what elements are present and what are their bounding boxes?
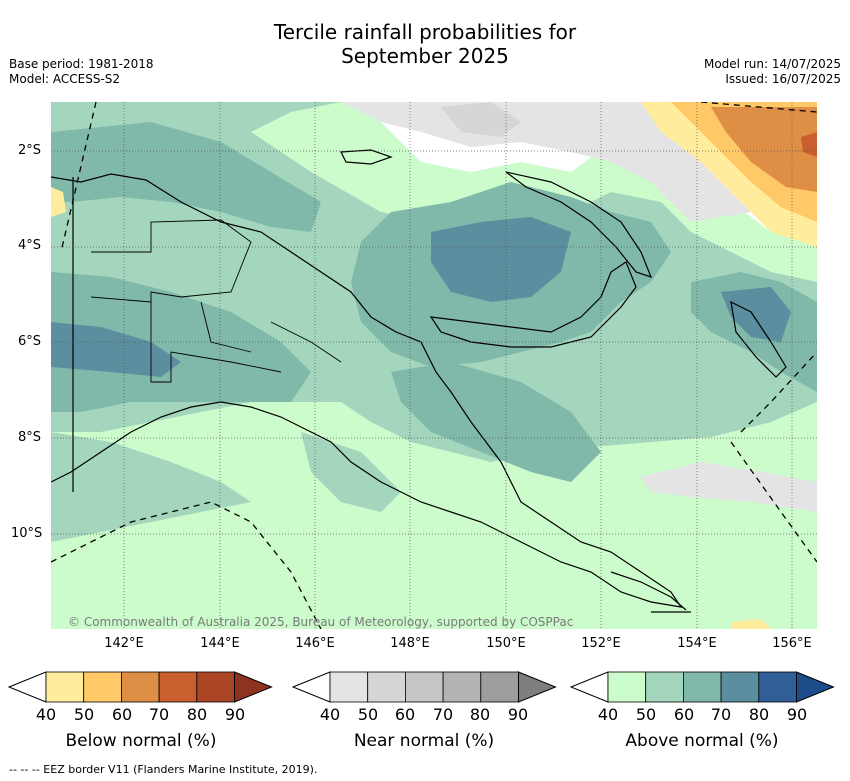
eez-southwest xyxy=(51,501,322,629)
legend-near-tick-70: 70 xyxy=(432,705,454,724)
colorbar-low-extension xyxy=(570,671,609,703)
legend-below-normal-colorbar xyxy=(8,671,273,703)
legend-below-tick-60: 60 xyxy=(111,705,133,724)
lat-label-4s: 4°S xyxy=(18,238,42,253)
lon-label-144e: 144°E xyxy=(200,636,240,651)
lat-label-6s: 6°S xyxy=(18,334,42,349)
legend-below-tick-80: 80 xyxy=(186,705,208,724)
lon-label-156e: 156°E xyxy=(772,636,812,651)
lon-label-154e: 154°E xyxy=(677,636,717,651)
legend-below-tick-90: 90 xyxy=(224,705,246,724)
colorbar-segment xyxy=(442,671,482,703)
colorbar-segment xyxy=(196,671,235,703)
bougainville-coastline xyxy=(730,300,787,378)
legend-near-tick-90: 90 xyxy=(507,705,529,724)
lon-label-146e: 146°E xyxy=(295,636,335,651)
below-normal-60-region xyxy=(711,107,817,192)
legend-near-tick-60: 60 xyxy=(394,705,416,724)
colorbar-segment xyxy=(83,671,122,703)
meta-left: Base period: 1981-2018 Model: ACCESS-S2 xyxy=(9,57,154,87)
eez-west-north xyxy=(60,102,97,253)
base-period: Base period: 1981-2018 xyxy=(9,57,154,71)
lon-label-142e: 142°E xyxy=(104,636,144,651)
legend-near-tick-80: 80 xyxy=(469,705,491,724)
legend-below-normal-title: Below normal (%) xyxy=(65,731,217,751)
legend-below-tick-40: 40 xyxy=(35,705,57,724)
new-britain-coastline xyxy=(429,261,637,348)
near-normal-north-dark xyxy=(441,102,521,137)
lat-label-2s: 2°S xyxy=(18,143,42,158)
title-line-2: September 2025 xyxy=(341,44,509,68)
legend-above-tick-40: 40 xyxy=(597,705,619,724)
model-name: Model: ACCESS-S2 xyxy=(9,72,121,86)
near-normal-southeast-region xyxy=(641,462,817,512)
colorbar-high-extension xyxy=(796,671,835,703)
colorbar-segment xyxy=(329,671,369,703)
colorbar-segment xyxy=(45,671,85,703)
title-line-1: Tercile rainfall probabilities for xyxy=(273,20,577,44)
colorbar-segment xyxy=(367,671,406,703)
colorbar-low-extension xyxy=(292,671,331,703)
new-ireland-coastline xyxy=(505,171,653,278)
legend-near-normal-colorbar xyxy=(292,671,557,703)
legend-above-tick-70: 70 xyxy=(710,705,732,724)
colorbar-high-extension xyxy=(234,671,273,703)
colorbar-segment xyxy=(683,671,722,703)
near-normal-north-region xyxy=(341,102,751,222)
province-borders xyxy=(90,219,342,383)
lon-label-148e: 148°E xyxy=(390,636,430,651)
legend-near-tick-50: 50 xyxy=(357,705,379,724)
above-normal-70-east xyxy=(721,287,791,342)
legend-above-tick-80: 80 xyxy=(748,705,770,724)
colorbar-segment xyxy=(607,671,647,703)
legend-above-tick-90: 90 xyxy=(786,705,808,724)
above-normal-50-southcentral xyxy=(301,432,401,512)
legend-below-tick-50: 50 xyxy=(73,705,95,724)
above-normal-70-west xyxy=(51,322,181,377)
below-normal-40-west-spot xyxy=(51,187,66,217)
legend-below-tick-70: 70 xyxy=(148,705,170,724)
legend-near-tick-40: 40 xyxy=(319,705,341,724)
rainfall-probability-map: © Commonwealth of Australia 2025, Bureau… xyxy=(51,102,817,629)
eez-northeast xyxy=(700,102,817,113)
coastlines xyxy=(51,149,787,613)
colorbar-segment xyxy=(405,671,444,703)
below-normal-40-south-spot xyxy=(731,619,771,629)
colorbar-segment xyxy=(645,671,684,703)
above-normal-70-central xyxy=(431,217,571,302)
lon-label-150e: 150°E xyxy=(486,636,526,651)
colorbar-segment xyxy=(158,671,198,703)
legend-above-tick-50: 50 xyxy=(635,705,657,724)
colorbar-segment xyxy=(121,671,160,703)
copyright-notice: © Commonwealth of Australia 2025, Bureau… xyxy=(68,615,573,629)
gridlines xyxy=(51,102,817,629)
colorbar-segment xyxy=(720,671,760,703)
colorbar-segment xyxy=(758,671,797,703)
meta-right: Model run: 14/07/2025 Issued: 16/07/2025 xyxy=(704,57,841,87)
map-title: Tercile rainfall probabilities for Septe… xyxy=(0,20,850,68)
legend-above-normal-title: Above normal (%) xyxy=(625,731,779,751)
legend-near-normal-title: Near normal (%) xyxy=(353,731,495,751)
lon-label-152e: 152°E xyxy=(581,636,621,651)
above-normal-50-southwest xyxy=(51,432,251,542)
colorbar-high-extension xyxy=(518,671,557,703)
issue-date: Issued: 16/07/2025 xyxy=(725,72,841,86)
eez-footnote: -- -- -- EEZ border V11 (Flanders Marine… xyxy=(9,763,318,776)
manus-coastline xyxy=(340,149,393,165)
above-normal-60-south xyxy=(391,362,601,482)
colorbar-segment xyxy=(480,671,519,703)
lat-label-8s: 8°S xyxy=(18,430,42,445)
lat-label-10s: 10°S xyxy=(11,526,43,541)
colorbar-low-extension xyxy=(8,671,47,703)
eez-borders xyxy=(51,102,817,629)
legend-above-normal-colorbar xyxy=(570,671,835,703)
above-normal-60-northwest xyxy=(51,122,321,232)
eez-southeast xyxy=(730,351,817,563)
legend-above-tick-60: 60 xyxy=(673,705,695,724)
model-run: Model run: 14/07/2025 xyxy=(703,57,841,71)
southeast-islands xyxy=(610,571,691,613)
new-guinea-coastline xyxy=(51,173,683,608)
